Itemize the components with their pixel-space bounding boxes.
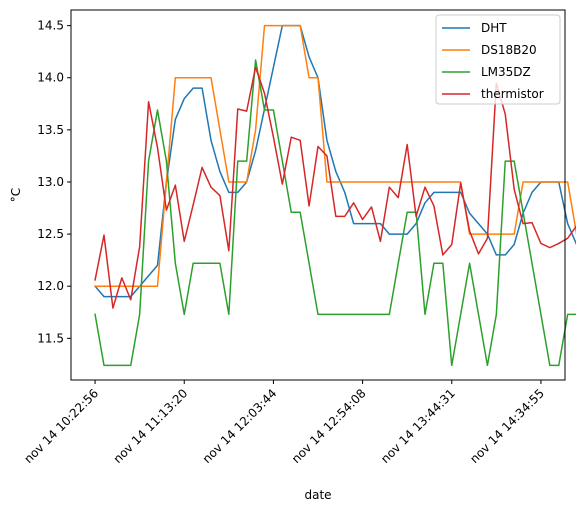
- y-tick-label: 14.5: [37, 19, 64, 33]
- legend-label: DS18B20: [481, 43, 537, 57]
- legend: DHT DS18B20 LM35DZ thermistor: [435, 14, 561, 105]
- x-axis-label: date: [304, 488, 331, 502]
- y-tick-label: 12.0: [37, 279, 64, 293]
- x-tick-label: nov 14 12:54:08: [289, 386, 369, 466]
- x-axis: nov 14 10:22:56 nov 14 11:13:20 nov 14 12:…: [21, 380, 547, 466]
- y-tick-label: 14.0: [37, 71, 64, 85]
- y-axis: 11.5 12.0 12.5 13.0 13.5 14.0 14.5: [37, 19, 71, 345]
- x-tick-label: nov 14 13:44:31: [378, 386, 458, 466]
- y-tick-label: 13.0: [37, 175, 64, 189]
- y-tick-label: 11.5: [37, 331, 64, 345]
- series-line-ds18b20: [94, 24, 576, 287]
- legend-label: DHT: [481, 21, 507, 35]
- legend-label: LM35DZ: [481, 65, 531, 79]
- y-tick-label: 12.5: [37, 227, 64, 241]
- y-tick-label: 13.5: [37, 123, 64, 137]
- legend-box: [435, 14, 561, 105]
- series-layer: [94, 24, 576, 367]
- x-tick-label: nov 14 10:22:56: [21, 386, 101, 466]
- x-tick-label: nov 14 14:34:55: [467, 386, 547, 466]
- plot-frame: [70, 9, 566, 381]
- series-line-lm35dz: [94, 59, 576, 367]
- x-tick-label: nov 14 11:13:20: [111, 386, 191, 466]
- legend-label: thermistor: [481, 87, 544, 101]
- y-axis-label: °C: [9, 188, 23, 202]
- x-tick-label: nov 14 12:03:44: [200, 386, 280, 466]
